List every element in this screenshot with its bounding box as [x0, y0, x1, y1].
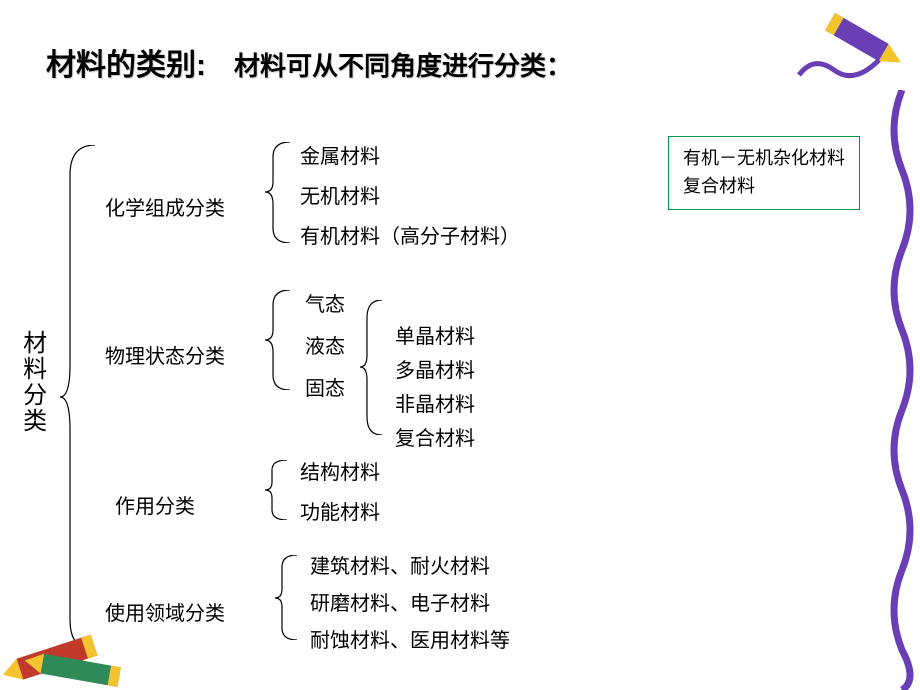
- chem-item-0: 金属材料: [300, 140, 380, 169]
- chem-item-1: 无机材料: [300, 180, 380, 209]
- domain-item-2: 耐蚀材料、医用材料等: [310, 624, 510, 653]
- brace-phys: [265, 290, 295, 390]
- func-item-0: 结构材料: [300, 456, 380, 485]
- crayon-icon-topright: [794, 0, 914, 90]
- phys-item-2: 固态: [305, 372, 345, 401]
- page-title: 材料的类别:: [46, 40, 206, 84]
- brace-domain: [275, 555, 303, 640]
- cat-chem-label: 化学组成分类: [105, 192, 225, 221]
- brace-phys-sub: [360, 300, 388, 435]
- domain-item-1: 研磨材料、电子材料: [310, 587, 490, 616]
- brace-func: [265, 460, 293, 520]
- side-box-line1: 有机－无机杂化材料: [683, 145, 845, 173]
- title-row: 材料的类别: 材料可从不同角度进行分类：: [46, 40, 572, 84]
- phys-item-0: 气态: [305, 288, 345, 317]
- cat-func-label: 作用分类: [115, 490, 195, 519]
- phys-sub-1: 多晶材料: [395, 354, 475, 383]
- wavy-line-icon: [884, 90, 920, 690]
- func-item-1: 功能材料: [300, 496, 380, 525]
- page-subtitle: 材料可从不同角度进行分类：: [234, 46, 572, 83]
- crayon-icon-bottomleft: [0, 600, 160, 690]
- side-box-line2: 复合材料: [683, 173, 845, 201]
- domain-item-0: 建筑材料、耐火材料: [310, 550, 490, 579]
- root-label: 材料分类: [18, 330, 46, 434]
- phys-sub-3: 复合材料: [395, 422, 475, 451]
- brace-root: [60, 145, 100, 650]
- cat-phys-label: 物理状态分类: [105, 340, 225, 369]
- phys-item-1: 液态: [305, 330, 345, 359]
- phys-sub-2: 非晶材料: [395, 388, 475, 417]
- side-box: 有机－无机杂化材料 复合材料: [668, 136, 860, 210]
- brace-chem: [265, 142, 295, 243]
- phys-sub-0: 单晶材料: [395, 320, 475, 349]
- chem-item-2: 有机材料（高分子材料）: [300, 220, 520, 249]
